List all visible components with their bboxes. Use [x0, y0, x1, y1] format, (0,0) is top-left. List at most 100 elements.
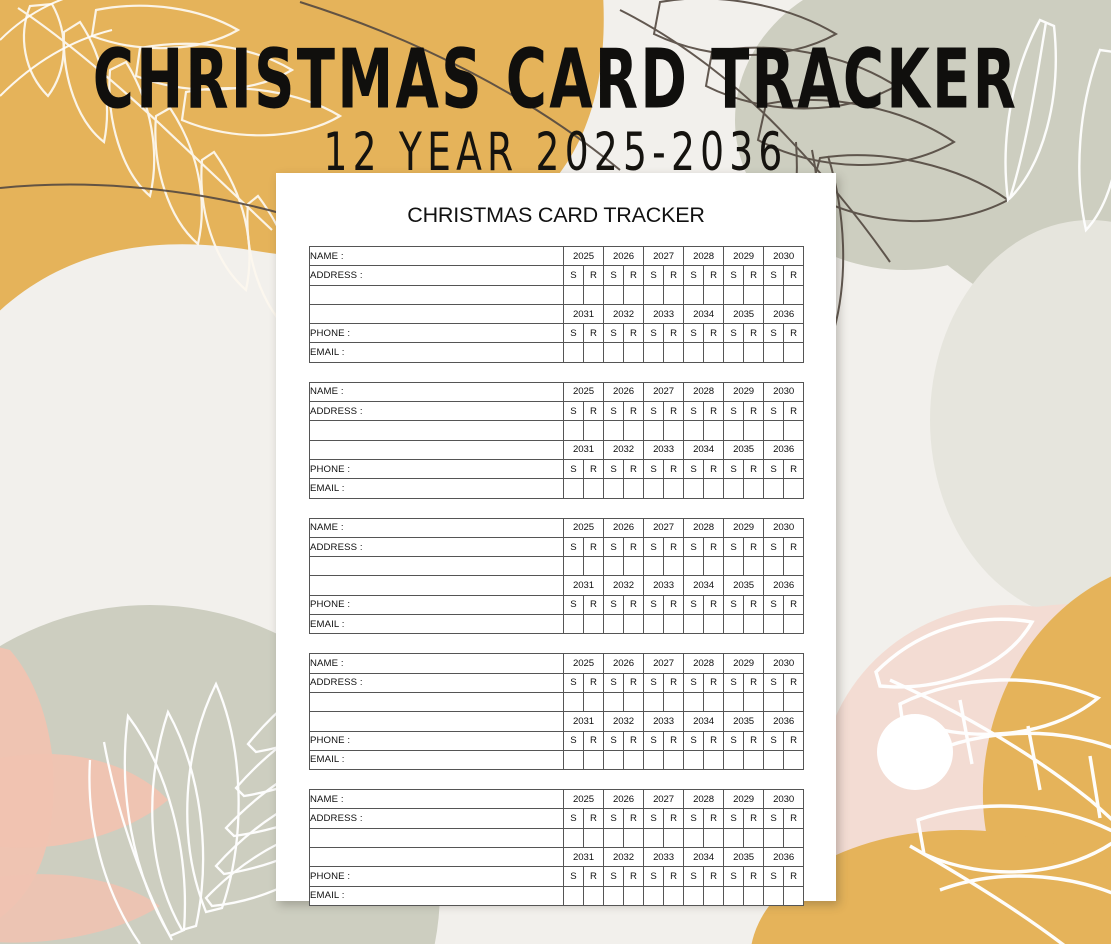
check-cell-2033-R[interactable]: [663, 614, 685, 635]
check-cell-2029-S[interactable]: [723, 827, 745, 849]
check-cell-2036-R[interactable]: [783, 342, 805, 363]
check-cell-2026-R[interactable]: [623, 827, 645, 849]
check-cell-2030-R[interactable]: [783, 827, 805, 849]
check-cell-2026-S[interactable]: [603, 556, 625, 577]
check-cell-2029-S[interactable]: [723, 284, 745, 305]
check-cell-2035-S[interactable]: [723, 614, 745, 635]
check-cell-2036-S[interactable]: [763, 478, 785, 499]
check-cell-2026-R[interactable]: [623, 556, 645, 577]
check-cell-2026-S[interactable]: [603, 420, 625, 441]
field-phone[interactable]: PHONE :: [309, 866, 564, 887]
check-cell-2025-S[interactable]: [563, 827, 584, 849]
check-cell-2032-S[interactable]: [603, 885, 625, 906]
check-cell-2035-R[interactable]: [743, 749, 765, 771]
check-cell-2034-S[interactable]: [683, 749, 705, 771]
check-cell-2032-S[interactable]: [603, 478, 625, 499]
check-cell-2033-R[interactable]: [663, 749, 685, 771]
check-cell-2035-S[interactable]: [723, 885, 745, 906]
check-cell-2029-S[interactable]: [723, 420, 745, 441]
check-cell-2028-R[interactable]: [703, 420, 725, 441]
check-cell-2036-S[interactable]: [763, 749, 785, 771]
check-cell-2034-R[interactable]: [703, 885, 725, 906]
field-address[interactable]: ADDRESS :: [309, 672, 564, 693]
field-blank-2[interactable]: [309, 711, 564, 732]
check-cell-2036-S[interactable]: [763, 885, 785, 906]
check-cell-2028-R[interactable]: [703, 827, 725, 849]
check-cell-2034-R[interactable]: [703, 342, 725, 363]
check-cell-2031-S[interactable]: [563, 342, 584, 363]
check-cell-2030-R[interactable]: [783, 691, 805, 713]
check-cell-2025-R[interactable]: [582, 284, 605, 305]
check-cell-2032-S[interactable]: [603, 342, 625, 363]
check-cell-2030-R[interactable]: [783, 420, 805, 441]
check-cell-2025-R[interactable]: [582, 420, 605, 441]
check-cell-2034-R[interactable]: [703, 478, 725, 499]
field-address[interactable]: ADDRESS :: [309, 536, 564, 558]
field-email[interactable]: EMAIL :: [309, 885, 564, 906]
check-cell-2025-S[interactable]: [563, 556, 584, 577]
check-cell-2027-R[interactable]: [663, 420, 685, 441]
check-cell-2026-S[interactable]: [603, 284, 625, 305]
check-cell-2036-R[interactable]: [783, 749, 805, 771]
check-cell-2036-S[interactable]: [763, 342, 785, 363]
check-cell-2032-R[interactable]: [623, 478, 645, 499]
field-phone[interactable]: PHONE :: [309, 594, 564, 616]
check-cell-2035-R[interactable]: [743, 614, 765, 635]
field-blank-2[interactable]: [309, 847, 564, 868]
check-cell-2033-S[interactable]: [643, 342, 665, 363]
check-cell-2029-S[interactable]: [723, 556, 745, 577]
check-cell-2034-S[interactable]: [683, 342, 705, 363]
check-cell-2033-S[interactable]: [643, 885, 665, 906]
check-cell-2035-S[interactable]: [723, 478, 745, 499]
field-blank-1[interactable]: [309, 556, 564, 577]
field-name[interactable]: NAME :: [309, 789, 564, 810]
check-cell-2034-S[interactable]: [683, 614, 705, 635]
field-email[interactable]: EMAIL :: [309, 342, 564, 363]
check-cell-2027-S[interactable]: [643, 691, 665, 713]
check-cell-2028-R[interactable]: [703, 691, 725, 713]
check-cell-2026-R[interactable]: [623, 284, 645, 305]
field-blank-1[interactable]: [309, 691, 564, 713]
check-cell-2033-R[interactable]: [663, 478, 685, 499]
check-cell-2027-R[interactable]: [663, 556, 685, 577]
check-cell-2035-R[interactable]: [743, 478, 765, 499]
check-cell-2036-R[interactable]: [783, 614, 805, 635]
check-cell-2035-R[interactable]: [743, 885, 765, 906]
check-cell-2028-S[interactable]: [683, 284, 705, 305]
check-cell-2032-S[interactable]: [603, 749, 625, 771]
check-cell-2029-S[interactable]: [723, 691, 745, 713]
check-cell-2032-S[interactable]: [603, 614, 625, 635]
field-blank-1[interactable]: [309, 284, 564, 305]
check-cell-2030-S[interactable]: [763, 556, 785, 577]
check-cell-2027-R[interactable]: [663, 691, 685, 713]
check-cell-2026-R[interactable]: [623, 420, 645, 441]
check-cell-2025-R[interactable]: [582, 556, 605, 577]
check-cell-2029-R[interactable]: [743, 691, 765, 713]
check-cell-2030-S[interactable]: [763, 827, 785, 849]
field-name[interactable]: NAME :: [309, 517, 564, 538]
check-cell-2036-R[interactable]: [783, 885, 805, 906]
check-cell-2031-R[interactable]: [582, 749, 605, 771]
check-cell-2030-S[interactable]: [763, 691, 785, 713]
check-cell-2036-R[interactable]: [783, 478, 805, 499]
check-cell-2027-S[interactable]: [643, 827, 665, 849]
field-email[interactable]: EMAIL :: [309, 478, 564, 499]
check-cell-2025-R[interactable]: [582, 691, 605, 713]
field-address[interactable]: ADDRESS :: [309, 401, 564, 422]
field-blank-2[interactable]: [309, 303, 564, 325]
field-email[interactable]: EMAIL :: [309, 749, 564, 771]
check-cell-2031-S[interactable]: [563, 749, 584, 771]
check-cell-2027-R[interactable]: [663, 284, 685, 305]
field-blank-1[interactable]: [309, 827, 564, 849]
field-phone[interactable]: PHONE :: [309, 323, 564, 344]
check-cell-2034-R[interactable]: [703, 614, 725, 635]
check-cell-2028-R[interactable]: [703, 284, 725, 305]
field-phone[interactable]: PHONE :: [309, 458, 564, 480]
check-cell-2032-R[interactable]: [623, 749, 645, 771]
field-phone[interactable]: PHONE :: [309, 730, 564, 751]
field-email[interactable]: EMAIL :: [309, 614, 564, 635]
check-cell-2033-S[interactable]: [643, 614, 665, 635]
check-cell-2026-S[interactable]: [603, 691, 625, 713]
field-blank-2[interactable]: [309, 575, 564, 596]
check-cell-2031-S[interactable]: [563, 885, 584, 906]
